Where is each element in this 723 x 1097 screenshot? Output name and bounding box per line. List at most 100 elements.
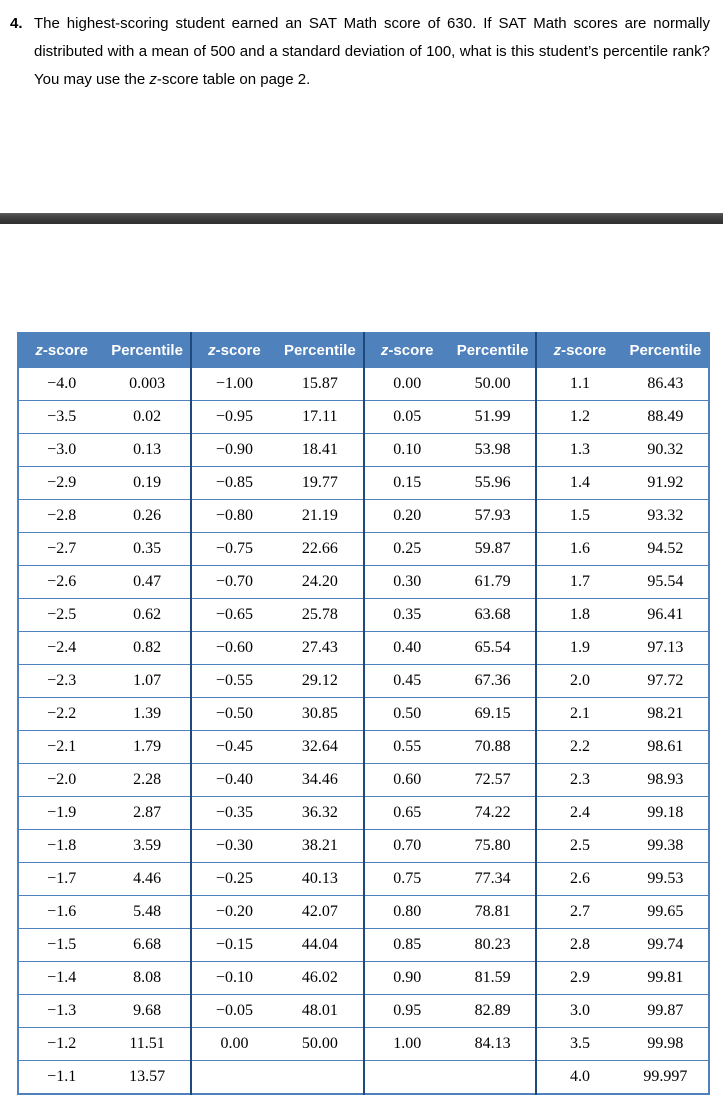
zscore-cell: 0.35	[363, 598, 450, 632]
percentile-cell: 77.34	[449, 862, 538, 896]
zscore-cell: 2.2	[536, 730, 623, 764]
percentile-cell: 97.72	[622, 664, 709, 698]
zscore-cell: −2.6	[18, 565, 105, 599]
percentile-cell: 0.62	[104, 598, 192, 632]
zscore-cell: −1.9	[18, 796, 105, 830]
percentile-cell: 1.39	[104, 697, 192, 731]
zscore-cell: 0.00	[363, 367, 450, 401]
table-row: −1.9 2.87 −0.35 36.32 0.65 74.22 2.4 99.18	[18, 796, 709, 830]
table-row: −1.2 11.51 0.00 50.00 1.00 84.13 3.5 99.98	[18, 1027, 709, 1061]
zscore-cell: 4.0	[536, 1060, 623, 1094]
percentile-cell: 3.59	[104, 829, 192, 863]
percentile-cell: 2.28	[104, 763, 192, 797]
percentile-cell: 59.87	[449, 532, 538, 566]
percentile-cell: 0.02	[104, 400, 192, 434]
question-text: The highest-scoring student earned an SA…	[34, 10, 710, 94]
zscore-cell: 3.5	[536, 1027, 623, 1061]
table-row: −2.2 1.39 −0.50 30.85 0.50 69.15 2.1 98.21	[18, 697, 709, 731]
percentile-cell: 30.85	[277, 697, 365, 731]
zscore-cell: 2.6	[536, 862, 623, 896]
percentile-cell: 57.93	[449, 499, 538, 533]
percentile-cell: 99.18	[622, 796, 709, 830]
table-row: −2.9 0.19 −0.85 19.77 0.15 55.96 1.4 91.92	[18, 466, 709, 500]
zscore-cell: −2.3	[18, 664, 105, 698]
percentile-cell: 1.07	[104, 664, 192, 698]
percentile-cell: 90.32	[622, 433, 709, 467]
zscore-cell: 0.80	[363, 895, 450, 929]
percentile-cell: 50.00	[277, 1027, 365, 1061]
percentile-cell: 44.04	[277, 928, 365, 962]
zscore-cell: −0.70	[190, 565, 278, 599]
zscore-cell: −1.8	[18, 829, 105, 863]
table-row: −2.7 0.35 −0.75 22.66 0.25 59.87 1.6 94.52	[18, 532, 709, 566]
zscore-cell: −2.8	[18, 499, 105, 533]
percentile-cell: 97.13	[622, 631, 709, 665]
percentile-cell: 67.36	[449, 664, 538, 698]
table-row: −2.4 0.82 −0.60 27.43 0.40 65.54 1.9 97.13	[18, 631, 709, 665]
percentile-cell: 74.22	[449, 796, 538, 830]
zscore-cell: −1.00	[190, 367, 278, 401]
header-percentile-1: Percentile	[104, 333, 192, 368]
zscore-cell: −4.0	[18, 367, 105, 401]
zscore-cell: −3.0	[18, 433, 105, 467]
percentile-cell: 40.13	[277, 862, 365, 896]
zscore-cell: −2.1	[18, 730, 105, 764]
zscore-cell: −0.95	[190, 400, 278, 434]
percentile-cell: 53.98	[449, 433, 538, 467]
table-row: −2.1 1.79 −0.45 32.64 0.55 70.88 2.2 98.61	[18, 730, 709, 764]
percentile-cell: 99.53	[622, 862, 709, 896]
percentile-cell: 0.82	[104, 631, 192, 665]
question-block: 4. The highest-scoring student earned an…	[10, 10, 710, 94]
percentile-cell: 50.00	[449, 367, 538, 401]
table-row: −1.6 5.48 −0.20 42.07 0.80 78.81 2.7 99.65	[18, 895, 709, 929]
percentile-cell: 38.21	[277, 829, 365, 863]
zscore-cell: 2.8	[536, 928, 623, 962]
percentile-cell: 0.13	[104, 433, 192, 467]
percentile-cell: 55.96	[449, 466, 538, 500]
zscore-cell: −0.40	[190, 763, 278, 797]
percentile-cell: 82.89	[449, 994, 538, 1028]
zscore-cell: 1.6	[536, 532, 623, 566]
zscore-cell: −2.4	[18, 631, 105, 665]
percentile-cell: 99.98	[622, 1027, 709, 1061]
zscore-cell	[363, 1060, 450, 1094]
percentile-cell: 13.57	[104, 1060, 192, 1094]
zscore-cell: 0.10	[363, 433, 450, 467]
percentile-cell: 72.57	[449, 763, 538, 797]
question-number: 4.	[10, 15, 23, 32]
header-zscore-3: z-score	[363, 333, 450, 368]
z-score-table: z-score Percentile z-score Percentile z-…	[17, 332, 710, 1095]
percentile-cell: 99.81	[622, 961, 709, 995]
table-row: −1.1 13.57 4.0 99.997	[18, 1060, 709, 1094]
percentile-cell	[449, 1060, 538, 1094]
zscore-cell: 1.9	[536, 631, 623, 665]
zscore-cell: −0.50	[190, 697, 278, 731]
zscore-cell: −0.65	[190, 598, 278, 632]
percentile-cell: 22.66	[277, 532, 365, 566]
percentile-cell: 2.87	[104, 796, 192, 830]
percentile-cell: 21.19	[277, 499, 365, 533]
zscore-cell: −0.45	[190, 730, 278, 764]
percentile-cell: 78.81	[449, 895, 538, 929]
zscore-cell: 0.00	[190, 1027, 278, 1061]
percentile-cell	[277, 1060, 365, 1094]
zscore-cell: 1.3	[536, 433, 623, 467]
percentile-cell: 42.07	[277, 895, 365, 929]
percentile-cell: 86.43	[622, 367, 709, 401]
zscore-cell: −2.0	[18, 763, 105, 797]
zscore-cell: −0.90	[190, 433, 278, 467]
header-row: z-score Percentile z-score Percentile z-…	[18, 333, 709, 368]
zscore-cell: 2.4	[536, 796, 623, 830]
percentile-cell: 0.35	[104, 532, 192, 566]
percentile-cell: 34.46	[277, 763, 365, 797]
section-divider-bar	[0, 213, 723, 224]
zscore-cell: 0.75	[363, 862, 450, 896]
zscore-cell: −0.80	[190, 499, 278, 533]
percentile-cell: 98.93	[622, 763, 709, 797]
percentile-cell: 4.46	[104, 862, 192, 896]
percentile-cell: 99.65	[622, 895, 709, 929]
table-row: −1.8 3.59 −0.30 38.21 0.70 75.80 2.5 99.38	[18, 829, 709, 863]
zscore-cell: 0.30	[363, 565, 450, 599]
percentile-cell: 0.47	[104, 565, 192, 599]
question-text-z-italic: z	[149, 71, 157, 88]
